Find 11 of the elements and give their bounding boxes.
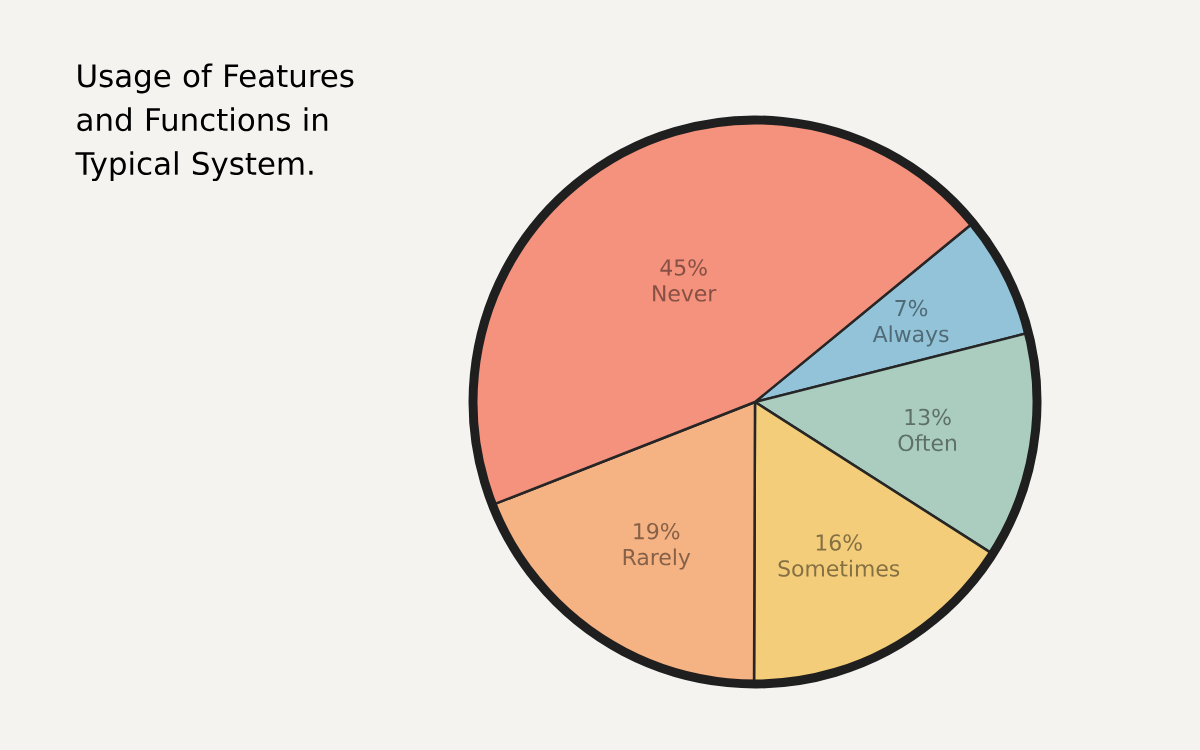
data-label: 19% [634, 522, 680, 540]
slice-label: Never [653, 285, 717, 302]
slice-label: Often [898, 434, 957, 452]
text: Usage of Features and Functions in Typical System. [75, 63, 354, 182]
slice-label: Sometimes [778, 559, 900, 577]
slice-label: Rarely [623, 548, 691, 570]
data-label: 7% [895, 299, 928, 317]
data-label: 45% [660, 259, 707, 276]
data-label: 13% [905, 408, 951, 426]
data-label: 16% [816, 534, 862, 551]
slice-label: Always [872, 325, 949, 347]
